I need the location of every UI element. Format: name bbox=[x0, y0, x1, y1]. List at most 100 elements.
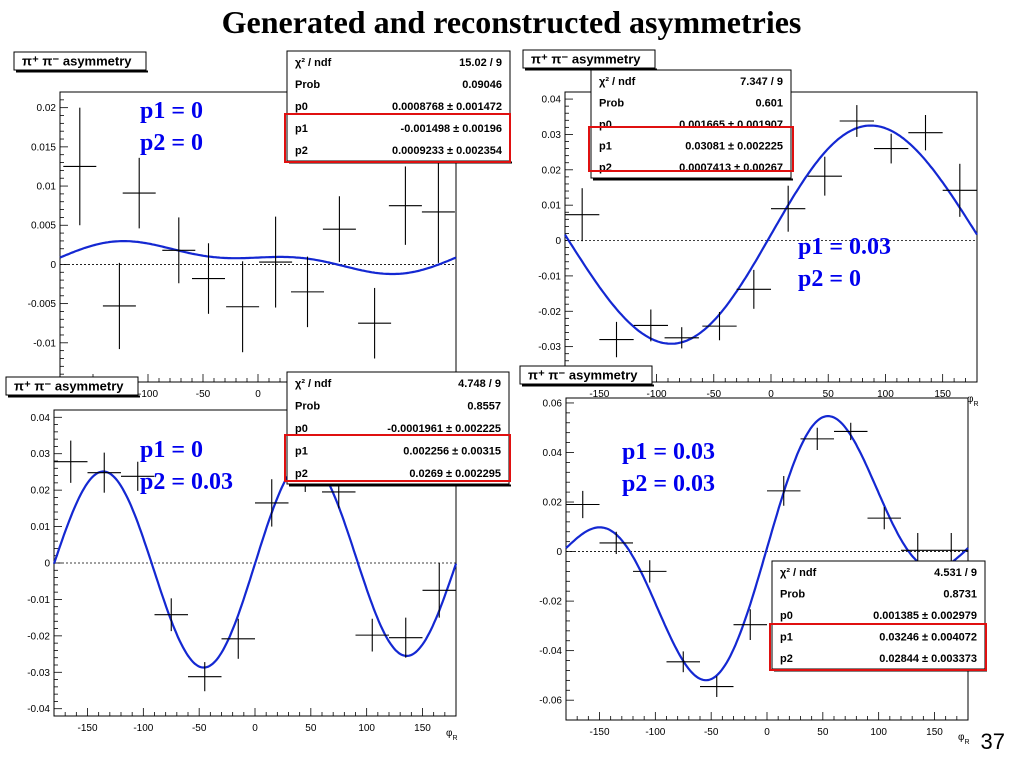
data-point bbox=[63, 107, 97, 226]
highlight-box bbox=[588, 126, 794, 172]
data-point bbox=[633, 309, 668, 342]
fit-curve bbox=[52, 458, 458, 669]
y-tick-label: 0.03 bbox=[31, 449, 51, 460]
hist-title: π⁺ π⁻ asymmetry bbox=[528, 368, 638, 383]
stat-value: 0.0007413 ± 0.00267 bbox=[679, 162, 783, 174]
y-tick-label: 0.04 bbox=[31, 413, 51, 424]
y-tick-label: 0.06 bbox=[543, 398, 563, 409]
data-point bbox=[736, 269, 771, 309]
x-tick-label: 50 bbox=[823, 389, 835, 400]
y-tick-label: -0.01 bbox=[33, 338, 56, 349]
stat-value: 15.02 / 9 bbox=[459, 57, 502, 69]
x-tick-label: -150 bbox=[589, 389, 609, 400]
stat-label: p1 bbox=[599, 141, 612, 153]
stat-value: 0.0009233 ± 0.002354 bbox=[392, 145, 503, 157]
y-tick-label: 0.03 bbox=[542, 130, 562, 141]
data-point bbox=[942, 163, 977, 217]
data-point bbox=[700, 676, 734, 697]
y-tick-label: 0.01 bbox=[37, 182, 57, 193]
highlight-box bbox=[284, 113, 511, 163]
data-point bbox=[355, 618, 389, 652]
stat-value: 0.002256 ± 0.00315 bbox=[403, 445, 501, 457]
stat-label: Prob bbox=[780, 588, 805, 600]
hist-title: π⁺ π⁻ asymmetry bbox=[22, 54, 132, 69]
annotation-text: p1 = 0 bbox=[140, 437, 203, 463]
stat-value: 0.601 bbox=[755, 97, 783, 109]
stat-label: p2 bbox=[295, 468, 308, 480]
data-point bbox=[867, 506, 901, 530]
data-point bbox=[192, 243, 225, 314]
stat-label: χ² / ndf bbox=[599, 76, 636, 88]
chart-panel-bottom-right: -150 -100 -50 0 50 100 150 φR -0.06 -0.04 -0.02 0 0.… bbox=[519, 365, 987, 746]
x-tick-label: 0 bbox=[768, 389, 774, 400]
stat-value: 0.0008768 ± 0.001472 bbox=[392, 101, 502, 113]
y-tick-label: 0.01 bbox=[31, 522, 51, 533]
y-tick-label: -0.04 bbox=[539, 646, 562, 657]
data-point bbox=[87, 452, 121, 493]
stat-label: p1 bbox=[780, 632, 793, 644]
stats-box bbox=[286, 371, 510, 485]
y-tick-label: -0.03 bbox=[538, 342, 561, 353]
stat-label: χ² / ndf bbox=[295, 378, 332, 390]
stat-label: p1 bbox=[295, 123, 308, 135]
x-tick-label: 150 bbox=[934, 389, 951, 400]
x-axis-label: φR bbox=[446, 728, 458, 742]
data-point bbox=[54, 440, 88, 483]
annotation-text: p1 = 0.03 bbox=[622, 439, 715, 465]
y-tick-label: -0.01 bbox=[27, 595, 50, 606]
y-tick-label: -0.03 bbox=[27, 668, 50, 679]
stat-value: 0.03246 ± 0.004072 bbox=[879, 632, 977, 644]
data-point bbox=[664, 327, 699, 349]
y-tick-label: -0.005 bbox=[28, 299, 57, 310]
annotation-text: p2 = 0.03 bbox=[622, 471, 715, 497]
x-tick-label: 100 bbox=[870, 727, 887, 738]
x-tick-label: 50 bbox=[305, 723, 317, 734]
data-point bbox=[322, 196, 356, 263]
data-point bbox=[221, 618, 255, 659]
x-tick-label: -100 bbox=[647, 389, 667, 400]
data-point bbox=[908, 114, 943, 151]
x-tick-label: -50 bbox=[196, 389, 211, 400]
highlight-box bbox=[769, 623, 987, 671]
annotation-text: p1 = 0.03 bbox=[798, 234, 891, 260]
y-tick-label: 0 bbox=[50, 260, 56, 271]
stat-label: Prob bbox=[295, 401, 320, 413]
hist-title-box bbox=[5, 376, 139, 396]
y-tick-label: 0 bbox=[555, 236, 561, 247]
y-tick-label: 0.005 bbox=[31, 221, 56, 232]
stat-value: 4.748 / 9 bbox=[458, 378, 501, 390]
data-point bbox=[122, 157, 156, 229]
x-axis-label: φR bbox=[958, 732, 970, 746]
highlight-box bbox=[284, 434, 511, 482]
stat-label: Prob bbox=[599, 97, 624, 109]
x-tick-label: -100 bbox=[133, 723, 153, 734]
stat-label: p0 bbox=[295, 423, 308, 435]
data-point bbox=[834, 422, 868, 441]
x-tick-label: 0 bbox=[255, 389, 261, 400]
x-tick-label: 100 bbox=[358, 723, 375, 734]
y-tick-label: 0.02 bbox=[542, 165, 562, 176]
fit-curve bbox=[564, 124, 978, 345]
stat-value: 7.347 / 9 bbox=[740, 76, 783, 88]
hist-title: π⁺ π⁻ asymmetry bbox=[14, 379, 124, 394]
x-tick-label: -50 bbox=[704, 727, 719, 738]
data-point bbox=[226, 261, 260, 353]
data-point bbox=[154, 598, 188, 632]
data-point bbox=[389, 617, 423, 658]
hist-title-box bbox=[522, 49, 656, 69]
y-tick-label: 0.015 bbox=[31, 142, 56, 153]
data-point bbox=[771, 185, 806, 232]
stat-label: p0 bbox=[780, 610, 793, 622]
stats-box bbox=[771, 560, 986, 670]
stat-label: p0 bbox=[599, 119, 612, 131]
annotation-text: p2 = 0.03 bbox=[140, 469, 233, 495]
data-point bbox=[702, 311, 737, 341]
fit-curve bbox=[565, 415, 969, 682]
stat-value: 0.8557 bbox=[467, 401, 501, 413]
data-point bbox=[421, 160, 455, 263]
stat-value: 0.001385 ± 0.002979 bbox=[873, 610, 977, 622]
stat-label: p0 bbox=[295, 101, 308, 113]
x-tick-label: 0 bbox=[252, 723, 258, 734]
stat-value: 0.02844 ± 0.003373 bbox=[879, 653, 977, 665]
slide-title: Generated and reconstructed asymmetries bbox=[221, 4, 802, 40]
